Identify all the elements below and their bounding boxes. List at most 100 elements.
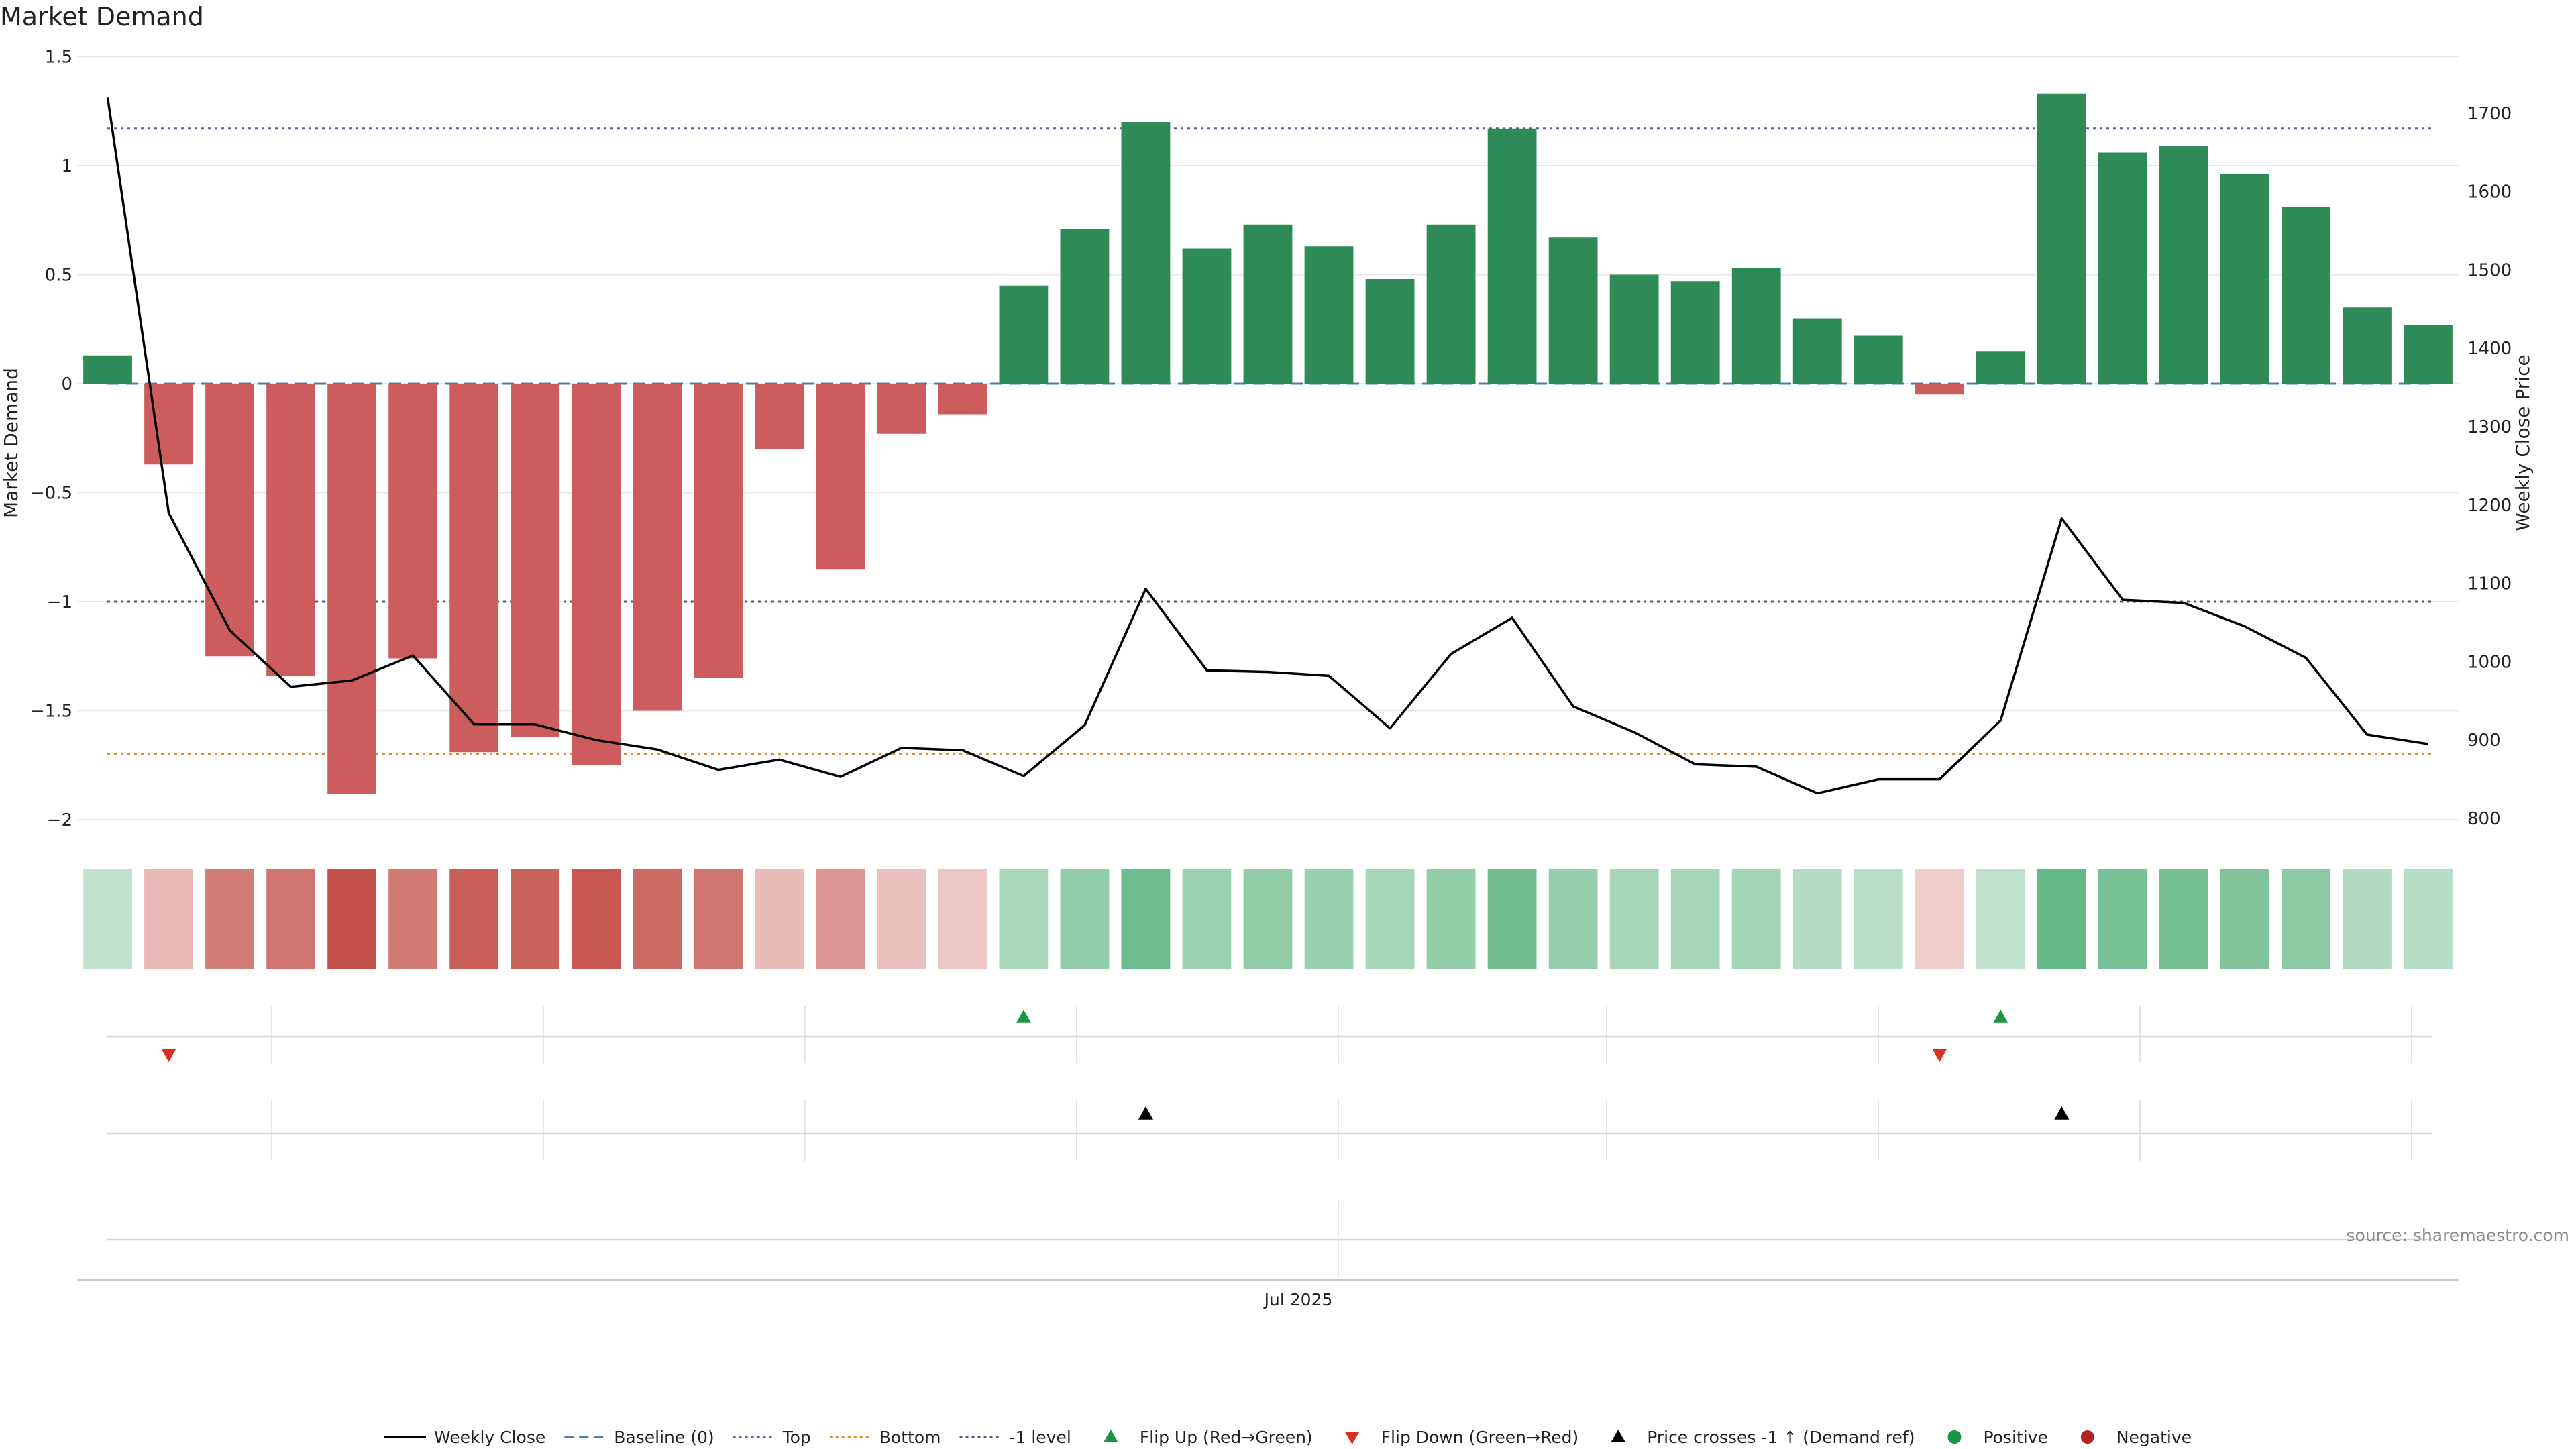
demand-bar-3 [266,384,315,676]
heat-cell-16 [1060,869,1110,969]
y-axis-label: Market Demand [0,368,22,518]
heat-cell-2 [205,869,254,969]
y-tick-label-4: −0.5 [30,484,72,504]
flip-up-marker-1 [1993,1010,2008,1023]
heat-cell-18 [1182,869,1232,969]
legend-label: Negative [2116,1428,2192,1447]
legend-triangle-up-icon [1103,1430,1118,1442]
heat-cell-24 [1548,869,1598,969]
demand-bar-33 [2098,152,2147,384]
demand-bar-31 [1976,351,2025,384]
legend-label: Flip Down (Green→Red) [1381,1428,1579,1447]
demand-bar-12 [816,384,865,570]
heat-cell-15 [999,869,1049,969]
signal-panels [77,1006,2459,1281]
demand-bar-14 [938,384,987,415]
demand-bar-37 [2343,307,2392,384]
heat-cell-14 [938,869,987,969]
heat-cell-33 [2098,869,2147,969]
y-tick-label-1: 1 [61,156,72,176]
heat-cell-31 [1976,869,2025,969]
demand-bar-2 [205,384,254,657]
legend-item-6: Flip Down (Green→Red) [1344,1428,1579,1447]
demand-bar-34 [2159,146,2208,384]
demand-bar-10 [694,384,743,678]
heat-cell-10 [694,869,743,969]
heat-cell-3 [266,869,315,969]
legend-triangle-down-icon [1344,1432,1360,1444]
heat-cell-34 [2159,869,2208,969]
flip-down-marker-0 [161,1049,176,1062]
heat-cell-23 [1487,869,1537,969]
demand-bar-20 [1304,246,1354,384]
y2-tick-label-5: 1200 [2467,496,2512,516]
demand-bar-25 [1609,274,1659,384]
heat-cell-17 [1121,869,1171,969]
demand-bar-26 [1670,281,1720,384]
demand-bar-11 [755,384,804,449]
y-tick-label-0: 1.5 [45,48,72,68]
demand-bar-21 [1365,279,1415,384]
demand-bar-36 [2282,207,2330,384]
demand-bar-4 [327,384,377,794]
legend-label: Positive [1983,1428,2047,1447]
legend-label: -1 level [1009,1428,1071,1447]
demand-bar-18 [1182,248,1232,384]
heat-cell-19 [1243,869,1293,969]
demand-bar-27 [1731,268,1781,384]
axes: 1.5 1 0.5 0 −0.5 −1 −1.5 −2 1700 1600 1500 1400 1300… [30,48,2512,1310]
y-tick-label-6: −1.5 [30,702,72,722]
demand-bar-16 [1060,229,1110,384]
heat-cell-35 [2220,869,2269,969]
heat-cell-11 [755,869,804,969]
demand-heat-strip [83,869,2453,969]
y-tick-label-2: 0.5 [45,266,72,286]
demand-bar-15 [999,285,1049,384]
heat-cell-12 [816,869,865,969]
legend: Weekly Close Baseline (0) Top Bottom -1 leve… [384,1428,2192,1447]
y2-tick-label-3: 1400 [2467,339,2512,359]
y2-tick-label-7: 1000 [2467,652,2512,672]
demand-bar-23 [1487,128,1537,384]
heat-cell-1 [144,869,193,969]
legend-item-3: Bottom [829,1428,941,1447]
legend-label: Top [782,1428,811,1447]
legend-label: Price crosses -1 ↑ (Demand ref) [1647,1428,1915,1447]
price-cross-marker-1 [2054,1106,2070,1120]
heat-cell-21 [1365,869,1415,969]
heat-cell-22 [1426,869,1476,969]
legend-label: Baseline (0) [614,1428,714,1447]
demand-bar-30 [1915,384,1964,395]
heat-cell-37 [2343,869,2392,969]
legend-circle-icon [2080,1430,2094,1444]
legend-circle-icon [1947,1430,1962,1444]
legend-item-7: Price crosses -1 ↑ (Demand ref) [1611,1428,1915,1447]
source-note: source: sharemaestro.com [2347,1226,2570,1245]
demand-bar-24 [1548,237,1598,384]
weekly-close-line-group [106,97,2428,795]
y-tick-label-5: −1 [47,592,72,612]
heat-cell-30 [1915,869,1964,969]
legend-item-4: -1 level [959,1428,1071,1447]
heat-cell-32 [2037,869,2086,969]
heat-cell-29 [1854,869,1903,969]
y2-axis-label: Weekly Close Price [2512,354,2534,531]
flip-down-marker-1 [1932,1049,1947,1062]
heat-cell-7 [511,869,560,969]
y2-tick-label-0: 1700 [2467,104,2512,124]
heat-cell-13 [877,869,926,969]
legend-item-2: Top [733,1428,811,1447]
legend-item-0: Weekly Close [384,1428,545,1447]
heat-cell-38 [2404,869,2453,969]
y2-tick-label-4: 1300 [2467,417,2512,437]
y2-tick-label-6: 1100 [2467,574,2512,594]
x-tick-label-0: Jul 2025 [1263,1290,1333,1309]
heat-cell-20 [1304,869,1354,969]
heat-cell-6 [449,869,499,969]
demand-bar-6 [449,384,499,753]
heat-cell-0 [83,869,132,969]
legend-item-1: Baseline (0) [564,1428,714,1447]
demand-bar-38 [2404,325,2453,384]
y-tick-label-7: −2 [47,810,72,830]
heat-cell-28 [1792,869,1842,969]
